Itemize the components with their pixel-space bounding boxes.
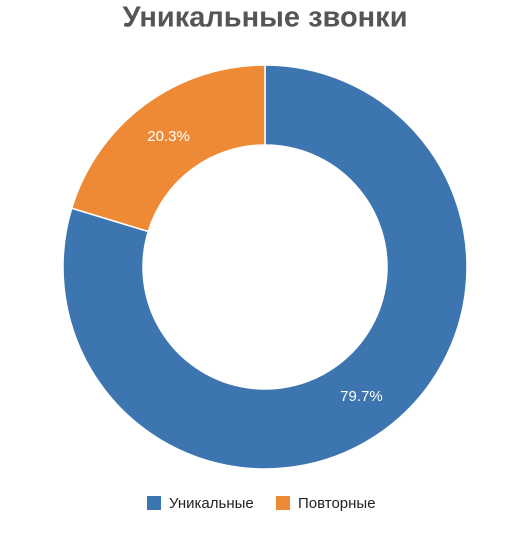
legend-label: Уникальные — [169, 495, 254, 512]
legend-swatch — [276, 496, 290, 510]
value-label: 20.3% — [147, 128, 190, 145]
donut-slice — [70, 64, 266, 233]
legend-label: Повторные — [298, 495, 376, 512]
chart-title: Уникальные звонки — [122, 2, 407, 34]
legend-swatch — [147, 496, 161, 510]
donut-slice — [62, 64, 468, 470]
value-label: 79.7% — [340, 388, 383, 405]
